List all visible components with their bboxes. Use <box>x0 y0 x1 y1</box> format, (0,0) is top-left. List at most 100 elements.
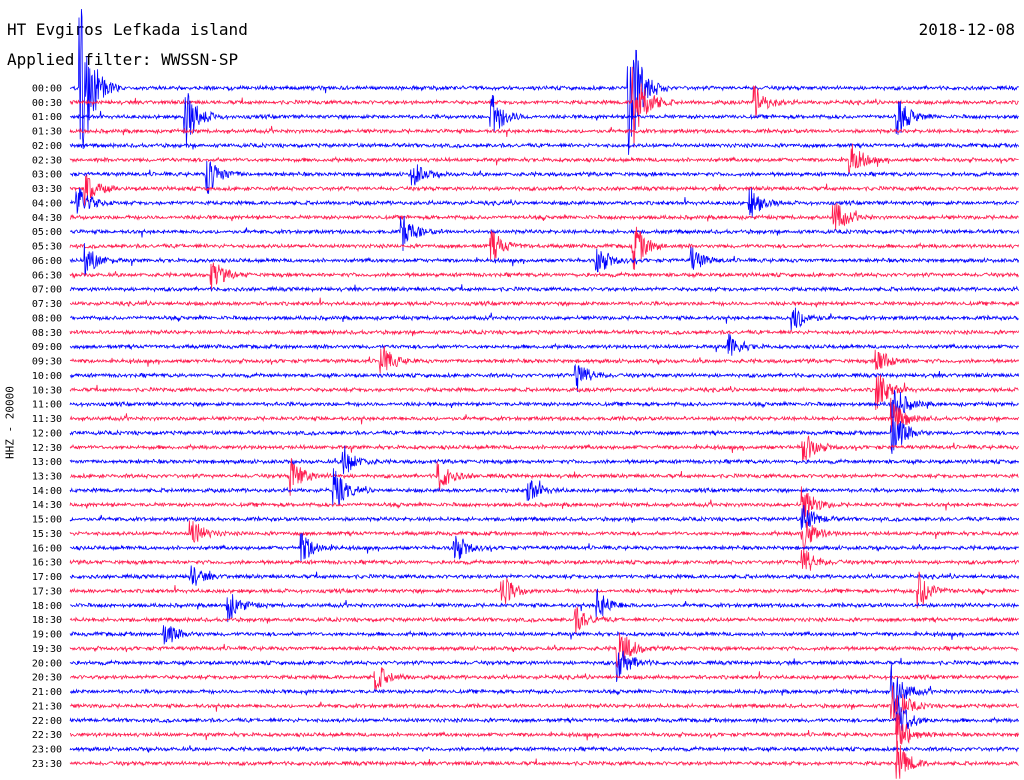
trace-row <box>69 226 1019 270</box>
trace-row <box>69 667 1019 691</box>
time-tick-label: 21:00 <box>32 687 62 698</box>
time-tick-label: 02:30 <box>32 155 62 166</box>
trace-row <box>69 363 1019 392</box>
trace-row <box>69 297 1019 308</box>
trace-row <box>69 187 1019 218</box>
time-tick-label: 20:00 <box>32 658 62 669</box>
trace-row <box>69 565 1019 586</box>
trace-row <box>69 664 1019 714</box>
time-tick-label: 07:30 <box>32 299 62 310</box>
trace-row <box>69 346 1019 374</box>
time-tick-label: 00:30 <box>32 98 62 109</box>
trace-row <box>69 745 1019 753</box>
trace-row <box>69 685 1019 725</box>
trace-row <box>69 458 1019 496</box>
time-tick-label: 08:00 <box>32 313 62 324</box>
time-tick-label: 11:30 <box>32 414 62 425</box>
trace-row <box>69 333 1019 356</box>
time-tick-label: 05:30 <box>32 242 62 253</box>
time-tick-label: 11:00 <box>32 400 62 411</box>
time-tick-label: 19:00 <box>32 630 62 641</box>
time-tick-label: 09:30 <box>32 357 62 368</box>
trace-row <box>69 532 1019 562</box>
time-tick-label: 10:30 <box>32 385 62 396</box>
trace-row <box>69 740 1019 779</box>
filter-label: Applied filter: WWSSN-SP <box>7 50 239 69</box>
time-tick-label: 04:30 <box>32 213 62 224</box>
time-tick-label: 17:30 <box>32 586 62 597</box>
trace-row <box>69 713 1019 753</box>
trace-row <box>69 374 1019 411</box>
time-tick-label: 01:00 <box>32 112 62 123</box>
trace-row <box>69 243 1019 277</box>
trace-row <box>69 284 1019 293</box>
trace-row <box>70 307 1019 331</box>
time-tick-label: 23:30 <box>32 759 62 770</box>
time-tick-label: 12:00 <box>32 428 62 439</box>
time-tick-label: 14:30 <box>32 500 62 511</box>
trace-row <box>69 262 1019 290</box>
time-tick-label: 17:00 <box>32 572 62 583</box>
station-title: HT Evgiros Lefkada island <box>7 20 248 39</box>
time-tick-label: 20:30 <box>32 673 62 684</box>
time-tick-label: 09:00 <box>32 342 62 353</box>
trace-row <box>69 8 1019 155</box>
time-tick-label: 16:30 <box>32 558 62 569</box>
time-tick-label: 23:00 <box>32 745 62 756</box>
trace-row <box>69 650 1019 682</box>
recording-date: 2018-12-08 <box>918 20 1015 39</box>
trace-row <box>69 397 1019 433</box>
trace-row <box>69 468 1019 506</box>
trace-row <box>69 504 1019 530</box>
time-tick-label: 06:30 <box>32 270 62 281</box>
time-tick-label: 15:30 <box>32 529 62 540</box>
trace-row <box>69 66 1019 148</box>
trace-row <box>69 416 1019 454</box>
trace-row <box>69 93 1019 147</box>
trace-row <box>69 141 1019 150</box>
trace-row <box>69 625 1019 645</box>
trace-row <box>69 699 1019 732</box>
trace-row <box>69 548 1019 571</box>
trace-row <box>69 632 1019 669</box>
trace-row <box>69 520 1019 550</box>
trace-row <box>69 215 1019 252</box>
time-tick-label: 22:30 <box>32 730 62 741</box>
time-tick-label: 06:00 <box>32 256 62 267</box>
trace-row <box>69 125 1019 137</box>
time-tick-label: 16:00 <box>32 543 62 554</box>
time-tick-label: 01:30 <box>32 127 62 138</box>
trace-row <box>69 328 1019 337</box>
time-tick-label: 21:30 <box>32 701 62 712</box>
time-tick-label: 10:00 <box>32 371 62 382</box>
time-tick-label: 15:00 <box>32 515 62 526</box>
time-tick-label: 22:00 <box>32 716 62 727</box>
time-tick-label: 12:30 <box>32 443 62 454</box>
time-tick-label: 19:30 <box>32 644 62 655</box>
time-tick-label: 03:30 <box>32 184 62 195</box>
trace-row <box>69 202 1019 231</box>
trace-row <box>69 160 1019 194</box>
trace-row <box>69 571 1019 609</box>
trace-row <box>69 588 1019 623</box>
time-tick-label: 18:00 <box>32 601 62 612</box>
trace-row <box>69 486 1019 520</box>
time-tick-label: 05:00 <box>32 227 62 238</box>
trace-row <box>69 445 1019 475</box>
trace-row <box>69 435 1019 461</box>
time-tick-label: 03:00 <box>32 170 62 181</box>
time-tick-label: 14:00 <box>32 486 62 497</box>
trace-row <box>69 389 1019 427</box>
time-tick-label: 18:30 <box>32 615 62 626</box>
time-tick-label: 00:00 <box>32 84 62 95</box>
trace-row <box>69 143 1019 175</box>
time-tick-label: 08:30 <box>32 328 62 339</box>
time-tick-label: 02:00 <box>32 141 62 152</box>
time-tick-label: 13:30 <box>32 471 62 482</box>
time-tick-label: 13:00 <box>32 457 62 468</box>
trace-row <box>69 606 1019 634</box>
time-tick-label: 07:00 <box>32 285 62 296</box>
trace-row <box>69 174 1019 207</box>
time-tick-label: 04:00 <box>32 198 62 209</box>
